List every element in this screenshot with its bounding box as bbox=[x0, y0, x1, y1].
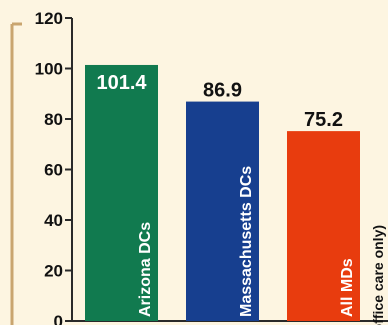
y-tick-label: 40 bbox=[44, 211, 63, 230]
y-tick-label: 120 bbox=[35, 9, 63, 28]
value-label: 75.2 bbox=[304, 109, 343, 131]
bar-name-label: Massachusetts DCs bbox=[238, 166, 255, 317]
y-tick-label: 100 bbox=[35, 60, 63, 79]
value-label: 101.4 bbox=[96, 72, 147, 94]
bar-name-label: Arizona DCs bbox=[137, 222, 154, 317]
y-axis-ticks: 0 20 40 60 80 100 120 bbox=[35, 9, 72, 325]
bar bbox=[287, 131, 360, 321]
y-tick-label: 60 bbox=[44, 161, 63, 180]
bar bbox=[85, 64, 158, 321]
value-label: 86.9 bbox=[203, 80, 242, 102]
office-care-note: (office care only) bbox=[370, 225, 386, 325]
bars: 101.4 Arizona DCs 86.9 Massachusetts DCs 75.… bbox=[85, 64, 360, 321]
bar-name-label: All MDs bbox=[339, 258, 356, 317]
y-tick-label: 20 bbox=[44, 262, 63, 281]
y-tick-label: 0 bbox=[54, 312, 63, 325]
y-tick-label: 80 bbox=[44, 110, 63, 129]
bar bbox=[186, 101, 259, 321]
